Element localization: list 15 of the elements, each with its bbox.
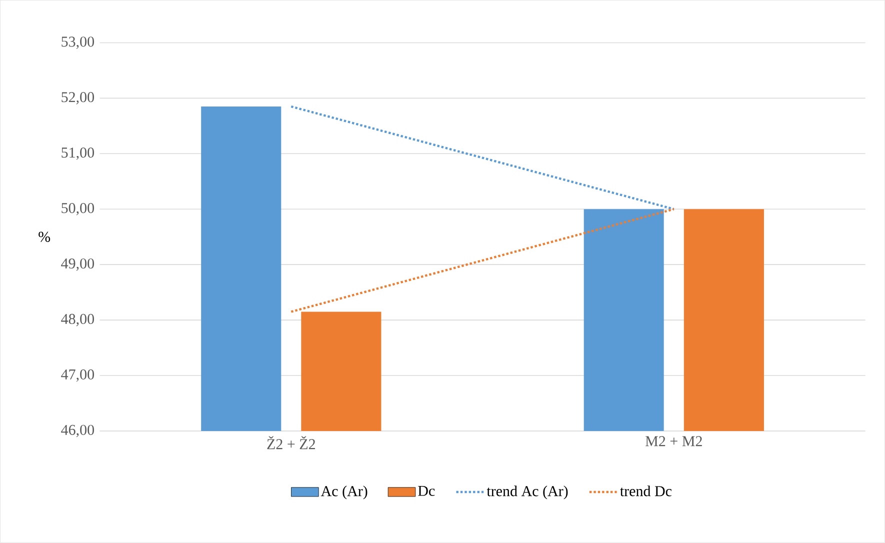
- y-tick-label: 46,00: [61, 424, 94, 438]
- y-tick-label: 47,00: [61, 369, 94, 382]
- legend-label: trend Ac (Ar): [486, 486, 568, 500]
- y-tick-label: 51,00: [62, 148, 94, 160]
- y-tick-label: 53,00: [62, 36, 94, 49]
- y-tick-label: 50,00: [62, 203, 94, 216]
- x-tick-label: M2 + M2: [646, 436, 702, 446]
- legend-label: trend Dc: [620, 486, 672, 496]
- y-tick-label: 52,00: [62, 92, 94, 104]
- legend-label: Ac (Ar): [320, 486, 368, 500]
- y-tick-label: 49,00: [61, 258, 94, 271]
- y-tick-label: 48,00: [61, 314, 94, 326]
- legend-label: Dc: [418, 486, 435, 496]
- y-axis-title: %: [38, 232, 50, 242]
- x-tick-label: Ž2 + Ž2: [267, 436, 315, 450]
